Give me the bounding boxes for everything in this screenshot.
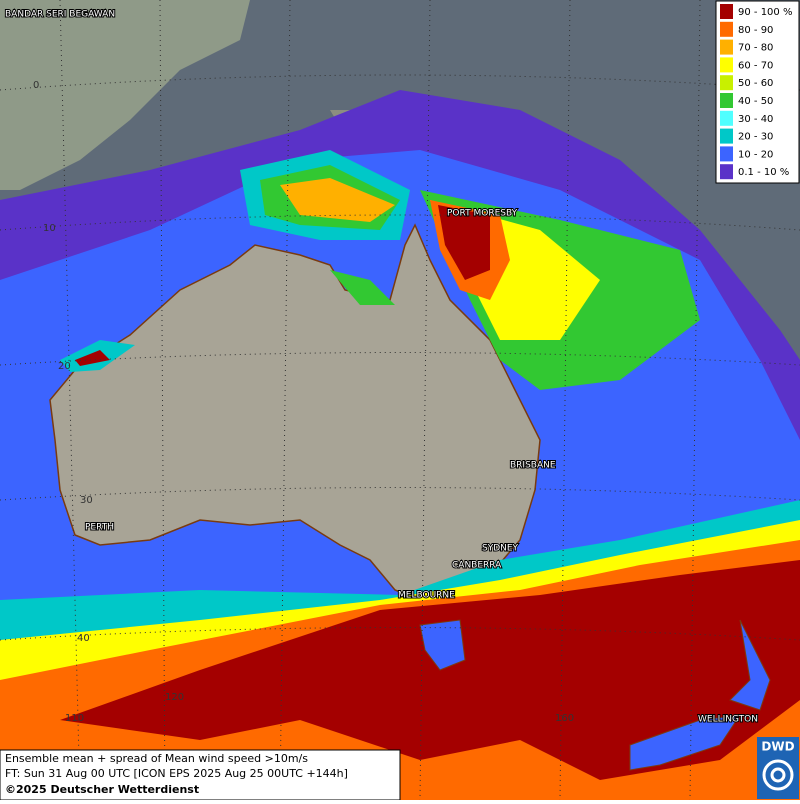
legend-label: 60 - 70: [738, 60, 773, 71]
wind-field: [280, 178, 395, 222]
city-label: MELBOURNE: [398, 591, 455, 601]
new-zealand: [629, 619, 771, 771]
legend-swatch: [720, 164, 733, 180]
australia: [49, 223, 541, 601]
legend-swatch: [720, 75, 733, 91]
lat-label: 30: [80, 495, 93, 506]
legend-label: 40 - 50: [738, 96, 773, 107]
wind-field: [330, 270, 395, 305]
city-label: BRISBANE: [510, 461, 556, 471]
logo-icon: [770, 767, 786, 783]
lon-label: 160: [555, 713, 574, 724]
legend: 90 - 100 % 80 - 90 70 - 80 60 - 70 50 - 60 40…: [715, 0, 800, 184]
lon-label: 110: [65, 713, 84, 724]
legend-label: 50 - 60: [738, 78, 773, 89]
legend-swatch: [720, 39, 733, 55]
wind-field: [60, 560, 800, 780]
city-label: CANBERRA: [452, 561, 502, 571]
legend-label: 70 - 80: [738, 43, 773, 54]
city-label: SYDNEY: [482, 544, 519, 554]
lon-label: 120: [165, 692, 184, 703]
city-label: PORT MORESBY: [447, 209, 518, 219]
wind-field: [75, 350, 110, 366]
logo-text: DWD: [761, 740, 794, 754]
city-label: BANDAR SERI BEGAWAN: [5, 10, 115, 20]
legend-swatch: [720, 128, 733, 144]
tasmania: [419, 619, 466, 671]
legend-label: 30 - 40: [738, 114, 773, 125]
legend-swatch: [720, 57, 733, 73]
legend-label: 0.1 - 10 %: [738, 167, 789, 178]
footer-text: ©2025 Deutscher Wetterdienst: [5, 783, 199, 796]
lat-label: 20: [58, 361, 71, 372]
lat-label: 40: [77, 633, 90, 644]
city-label: PERTH: [85, 523, 114, 533]
lat-label: 0: [33, 80, 39, 91]
footer-box: [0, 749, 401, 801]
logo-icon: [762, 759, 794, 791]
lat-label: 10: [43, 223, 56, 234]
wind-field: [438, 205, 490, 280]
legend-label: 10 - 20: [738, 149, 773, 160]
city-label: WELLINGTON: [698, 715, 758, 725]
footer-text: FT: Sun 31 Aug 00 UTC [ICON EPS 2025 Aug…: [5, 767, 348, 780]
legend-swatch: [720, 21, 733, 37]
legend-label: 20 - 30: [738, 132, 773, 143]
footer-text: Ensemble mean + spread of Mean wind spee…: [5, 752, 308, 765]
legend-swatch: [720, 110, 733, 126]
legend-swatch: [720, 4, 733, 19]
legend-label: 90 - 100 %: [738, 7, 792, 18]
legend-label: 80 - 90: [738, 25, 773, 36]
land: [0, 0, 250, 190]
legend-swatch: [720, 93, 733, 108]
legend-swatch: [720, 146, 733, 162]
